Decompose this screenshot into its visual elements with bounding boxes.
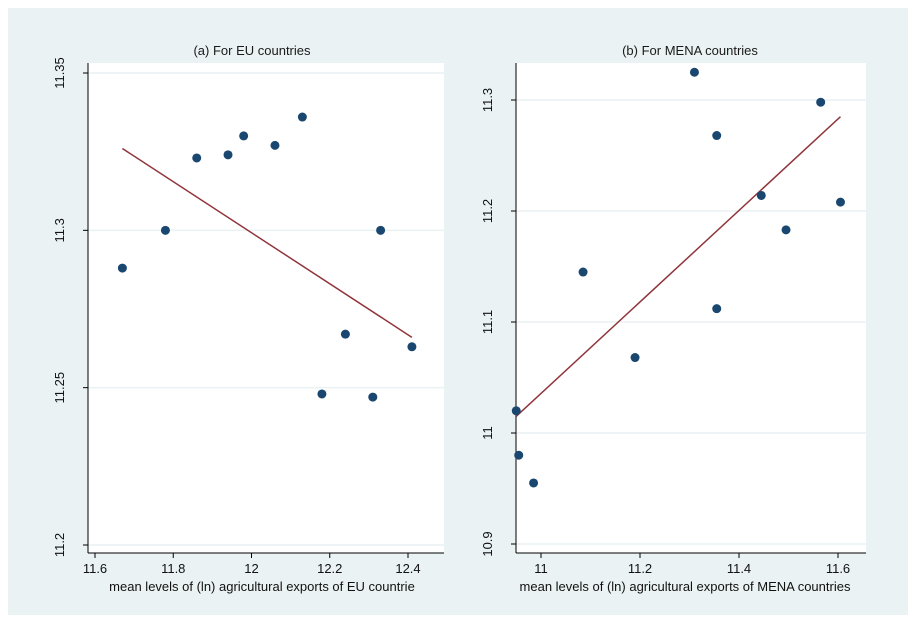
chart-title: (a) For EU countries (193, 43, 311, 58)
data-point (117, 263, 127, 273)
data-point (756, 190, 766, 200)
data-point (192, 153, 202, 163)
fit-line (121, 147, 413, 338)
y-tick-label: 11.2 (52, 533, 67, 557)
x-tick-label: 11.6 (826, 561, 850, 576)
data-point (578, 267, 588, 277)
data-point (712, 304, 722, 314)
y-tick-label: 11.35 (52, 57, 67, 89)
x-axis-label: mean levels of (ln) agricultural exports… (109, 579, 415, 594)
data-point (297, 112, 307, 122)
fit-line (515, 116, 841, 417)
x-tick-label: 12.2 (317, 561, 342, 576)
x-tick-label: 11.6 (83, 561, 107, 576)
data-point (317, 389, 327, 399)
y-tick-label: 11.2 (480, 199, 495, 223)
data-point (270, 140, 280, 150)
data-point (781, 225, 791, 235)
y-tick-label: 11.3 (52, 218, 67, 242)
plot-area: 10.9 11 11.1 11.2 11.3 11 11.2 11.4 11.6 (480, 63, 866, 576)
y-tick-label: 11.3 (480, 88, 495, 112)
y-tick-label: 10.9 (480, 531, 495, 556)
x-tick-label: 11 (534, 561, 548, 576)
chart-title: (b) For MENA countries (622, 43, 758, 58)
x-tick-label: 11.2 (628, 561, 652, 576)
plot-background (516, 63, 866, 553)
data-point (160, 225, 170, 235)
data-point (835, 197, 845, 207)
panel-eu: 11.2 11.25 11.3 11.35 11.6 11.8 12 12.2 12.4 (a)… (52, 43, 444, 594)
data-point (223, 150, 233, 160)
x-tick-label: 12 (244, 561, 258, 576)
data-point (630, 353, 640, 363)
data-point (529, 478, 539, 488)
plot-area: 11.2 11.25 11.3 11.35 11.6 11.8 12 12.2 12.4 (52, 57, 444, 576)
data-point (368, 392, 378, 402)
data-point (340, 329, 350, 339)
x-tick-label: 11.8 (161, 561, 185, 576)
data-point (239, 131, 249, 141)
data-point (514, 450, 524, 460)
data-point (407, 342, 417, 352)
plot-background (88, 63, 444, 553)
y-tick-label: 11 (480, 426, 495, 440)
data-point (816, 97, 826, 107)
data-point (376, 225, 386, 235)
data-point (511, 406, 521, 416)
x-axis-label: mean levels of (ln) agricultural exports… (520, 579, 851, 594)
data-point (689, 67, 699, 77)
y-tick-label: 11.25 (52, 372, 67, 404)
panel-mena: 10.9 11 11.1 11.2 11.3 11 11.2 11.4 11.6 (b) For… (480, 43, 866, 594)
data-point (712, 131, 722, 141)
x-tick-label: 12.4 (395, 561, 420, 576)
x-tick-label: 11.4 (727, 561, 751, 576)
y-tick-label: 11.1 (480, 310, 495, 334)
